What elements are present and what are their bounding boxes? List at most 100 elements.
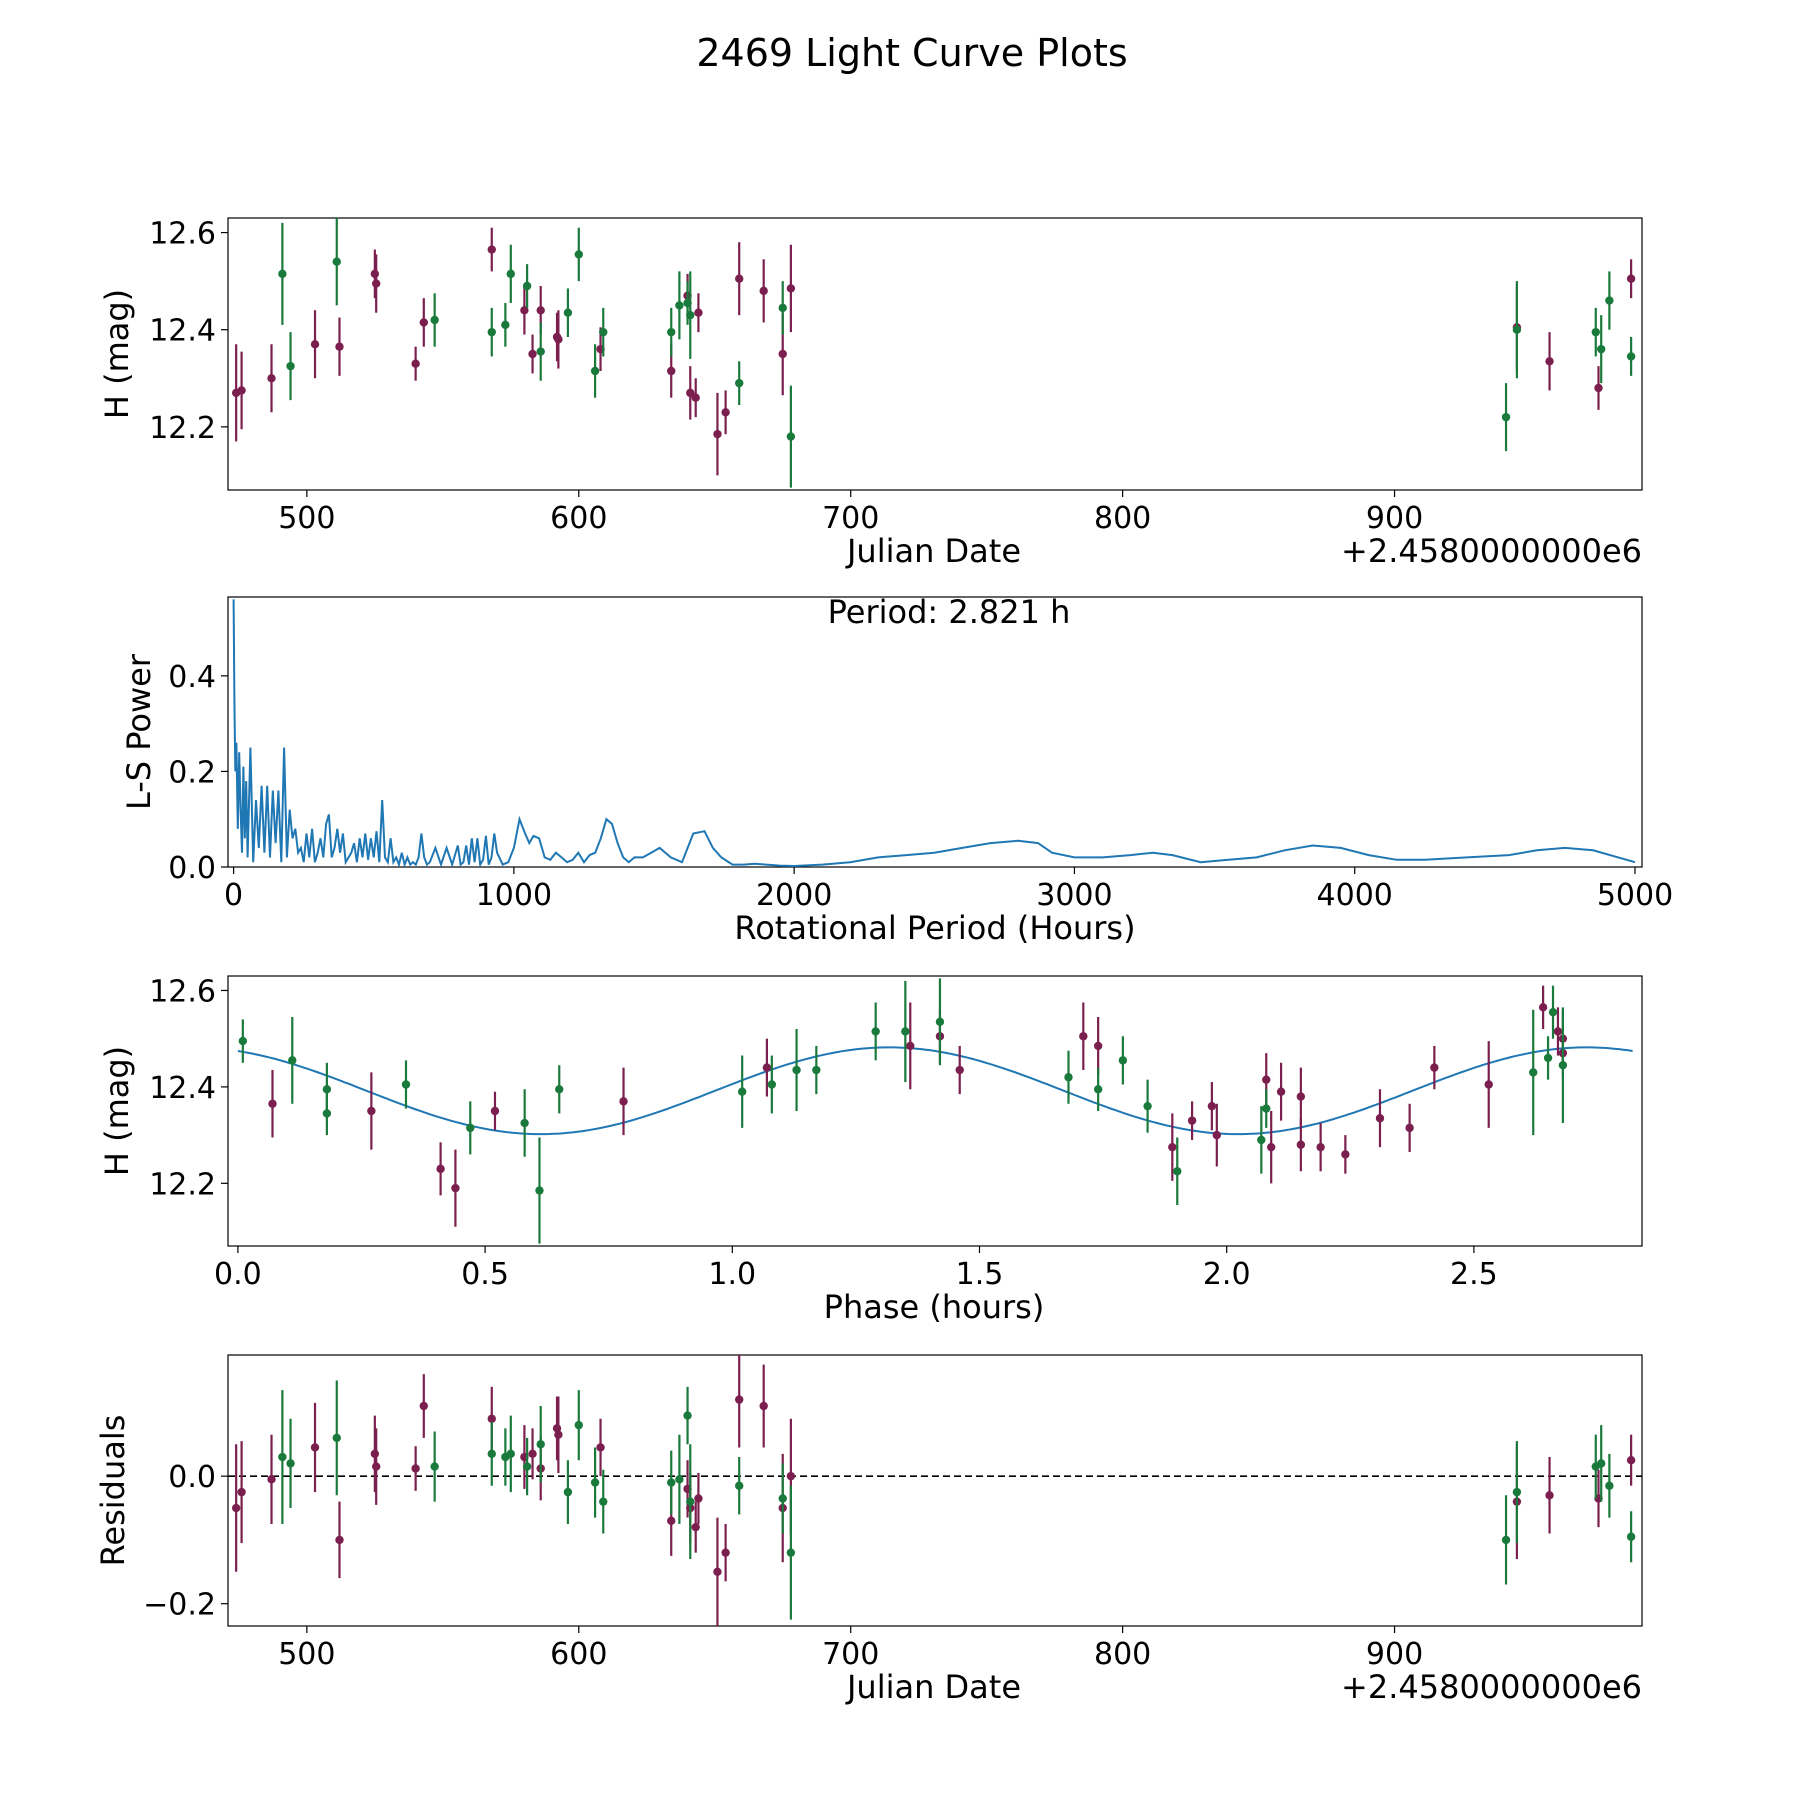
data-point — [1212, 1130, 1222, 1140]
data-point — [563, 308, 573, 317]
data-point — [683, 1411, 692, 1420]
light-curve-panel: 500 600 700 800 900 12.2 12.4 12.6 Julian Date H … — [98, 217, 1643, 570]
data-point — [619, 1097, 628, 1106]
data-point — [590, 1478, 600, 1487]
data-point — [231, 1503, 241, 1513]
data-point — [691, 393, 700, 402]
x-tick-label: 900 — [1366, 1637, 1423, 1672]
data-point — [335, 1535, 344, 1545]
data-layer — [232, 599, 1636, 867]
figure-title: 2469 Light Curve Plots — [696, 31, 1127, 75]
y-tick-label: 12.6 — [149, 974, 216, 1009]
data-point — [1605, 296, 1614, 305]
x-tick-label: 900 — [1366, 501, 1423, 536]
data-point — [310, 340, 320, 349]
data-point — [371, 1462, 381, 1471]
data-point — [286, 1459, 295, 1468]
phased-curve-panel: 0.0 0.5 1.0 1.5 2.0 2.5 12.2 12.4 12.6 Phase (hou… — [98, 974, 1643, 1326]
data-layer — [231, 218, 1636, 488]
data-point — [778, 349, 787, 359]
data-point — [759, 286, 768, 296]
data-point — [786, 284, 796, 293]
y-tick-label: 0.4 — [168, 660, 216, 695]
x-tick-label: 0 — [224, 878, 243, 913]
data-point — [506, 1449, 515, 1459]
data-point — [691, 1522, 700, 1532]
data-point — [596, 1443, 605, 1452]
data-point — [419, 1401, 428, 1411]
data-point — [268, 1099, 277, 1108]
data-point — [1375, 1114, 1385, 1123]
data-point — [487, 1414, 496, 1423]
data-point — [419, 318, 428, 327]
data-point — [786, 1471, 796, 1481]
plot-frame — [227, 596, 1643, 868]
data-point — [778, 303, 787, 313]
data-point — [778, 1494, 787, 1503]
data-point — [1553, 1027, 1563, 1036]
data-point — [1558, 1060, 1568, 1070]
x-axis-label: Phase (hours) — [824, 1288, 1045, 1326]
data-point — [528, 349, 537, 359]
data-point — [370, 269, 380, 279]
data-point — [1626, 352, 1636, 361]
y-axis-label: Residuals — [94, 1415, 132, 1567]
data-point — [536, 347, 545, 356]
data-point — [1316, 1142, 1325, 1152]
data-point — [466, 1123, 475, 1133]
data-point — [487, 327, 496, 337]
data-point — [1538, 1003, 1548, 1012]
x-tick-label: 1.5 — [956, 1257, 1004, 1292]
data-point — [1296, 1092, 1306, 1101]
plot-frame — [227, 975, 1643, 1247]
data-point — [487, 245, 496, 254]
data-point — [1143, 1101, 1152, 1111]
x-axis-label: Julian Date — [845, 532, 1021, 570]
data-point — [686, 1497, 695, 1506]
data-point — [1207, 1101, 1217, 1111]
data-point — [694, 1494, 703, 1503]
data-point — [1543, 1053, 1553, 1063]
data-point — [430, 315, 439, 325]
data-point — [335, 342, 344, 351]
data-point — [370, 1449, 380, 1459]
data-point — [675, 1475, 684, 1484]
data-point — [436, 1164, 445, 1174]
data-point — [935, 1017, 945, 1027]
x-tick-label: 700 — [822, 501, 879, 536]
data-point — [563, 1487, 573, 1497]
data-point — [1626, 1532, 1636, 1541]
data-point — [574, 250, 583, 259]
y-axis-label: H (mag) — [98, 289, 136, 419]
data-point — [1594, 383, 1603, 393]
data-point — [675, 301, 684, 310]
data-point — [901, 1027, 910, 1036]
data-point — [411, 359, 420, 368]
y-tick-label: 0.0 — [168, 1460, 216, 1495]
data-point — [786, 432, 796, 441]
period-annotation: Period: 2.821 h — [828, 593, 1071, 631]
y-tick-label: 12.4 — [149, 1071, 216, 1106]
data-point — [371, 279, 381, 288]
y-tick-label: 12.4 — [149, 314, 216, 349]
data-point — [1173, 1167, 1182, 1176]
data-point — [522, 1462, 532, 1471]
data-layer — [231, 1355, 1636, 1626]
data-point — [1512, 1487, 1522, 1497]
data-point — [1405, 1123, 1414, 1133]
data-point — [1545, 1491, 1554, 1500]
data-point — [430, 1462, 439, 1471]
residuals-panel: 500 600 700 800 900 −0.2 0.0 Julian Date Residua… — [94, 1354, 1643, 1706]
data-point — [1597, 1459, 1606, 1468]
data-point — [1512, 325, 1522, 334]
data-point — [812, 1065, 821, 1075]
x-tick-label: 4000 — [1317, 878, 1393, 913]
data-point — [278, 1452, 287, 1462]
data-point — [536, 1440, 545, 1449]
data-point — [1276, 1087, 1286, 1096]
data-point — [906, 1041, 915, 1051]
data-point — [1341, 1150, 1350, 1159]
data-point — [713, 429, 722, 439]
data-point — [1626, 274, 1636, 283]
y-tick-label: −0.2 — [143, 1588, 216, 1623]
